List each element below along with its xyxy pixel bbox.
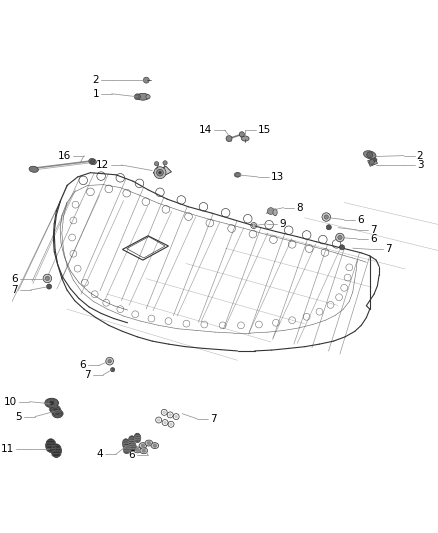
Circle shape [154,167,166,179]
Ellipse shape [145,440,153,446]
Circle shape [108,359,111,363]
Circle shape [163,161,167,165]
Circle shape [46,284,52,289]
Ellipse shape [140,448,148,454]
Circle shape [374,158,377,161]
Text: 7: 7 [210,414,216,424]
Text: 3: 3 [417,160,423,171]
Polygon shape [153,166,171,178]
Text: 1: 1 [92,89,99,99]
Circle shape [141,449,146,453]
Circle shape [326,225,332,230]
Circle shape [336,233,344,242]
Circle shape [369,159,374,165]
Text: 12: 12 [95,160,109,170]
Text: 6: 6 [129,450,135,460]
Circle shape [153,443,157,448]
Ellipse shape [134,433,141,442]
Text: 8: 8 [297,203,303,213]
Ellipse shape [129,442,136,451]
Ellipse shape [273,209,277,216]
Circle shape [236,173,240,177]
Circle shape [163,421,167,424]
Circle shape [157,418,160,422]
Text: 14: 14 [199,125,212,135]
Circle shape [174,415,178,418]
Circle shape [322,213,331,221]
Text: 5: 5 [16,411,22,422]
Circle shape [169,413,172,417]
Ellipse shape [128,436,135,445]
Polygon shape [367,158,378,166]
Text: 4: 4 [97,449,103,459]
Text: 7: 7 [370,225,376,235]
Circle shape [135,448,139,452]
Circle shape [252,224,255,227]
Text: 6: 6 [80,360,86,370]
Circle shape [324,215,328,219]
Circle shape [49,400,54,406]
Ellipse shape [134,447,141,453]
Text: 2: 2 [92,75,99,85]
Circle shape [90,159,95,164]
Circle shape [110,368,115,372]
Text: 9: 9 [279,219,286,229]
Text: 6: 6 [370,234,376,244]
Ellipse shape [89,158,96,165]
Circle shape [146,95,150,99]
Circle shape [338,236,342,240]
Circle shape [106,357,113,365]
Circle shape [43,274,52,282]
Circle shape [134,94,140,100]
Text: 6: 6 [11,274,18,284]
Circle shape [143,77,149,83]
Ellipse shape [50,405,60,414]
Ellipse shape [241,136,249,141]
Text: 6: 6 [357,215,364,224]
Ellipse shape [139,442,147,449]
Text: 10: 10 [4,397,17,407]
Text: 7: 7 [84,370,90,380]
Circle shape [156,169,163,176]
Text: 16: 16 [58,151,71,160]
Circle shape [159,172,161,174]
Text: 15: 15 [258,125,271,135]
Ellipse shape [51,444,61,457]
Circle shape [141,443,145,448]
Circle shape [239,132,244,137]
Ellipse shape [52,409,63,418]
Ellipse shape [151,442,159,449]
Ellipse shape [364,151,376,159]
Ellipse shape [45,398,58,408]
Ellipse shape [234,173,241,177]
Ellipse shape [137,93,149,100]
Text: 7: 7 [385,245,391,254]
Text: 2: 2 [417,151,423,160]
Text: 11: 11 [0,443,14,454]
Circle shape [367,152,373,158]
Circle shape [170,423,173,426]
Text: 7: 7 [11,285,18,295]
Circle shape [155,161,159,166]
Circle shape [45,276,49,280]
Ellipse shape [123,439,129,448]
Circle shape [162,410,166,414]
Circle shape [268,208,274,214]
Ellipse shape [123,445,130,454]
Ellipse shape [29,166,39,172]
Circle shape [226,135,232,142]
Ellipse shape [46,439,56,453]
Text: 13: 13 [271,172,284,182]
Circle shape [147,441,151,445]
Circle shape [339,245,345,250]
